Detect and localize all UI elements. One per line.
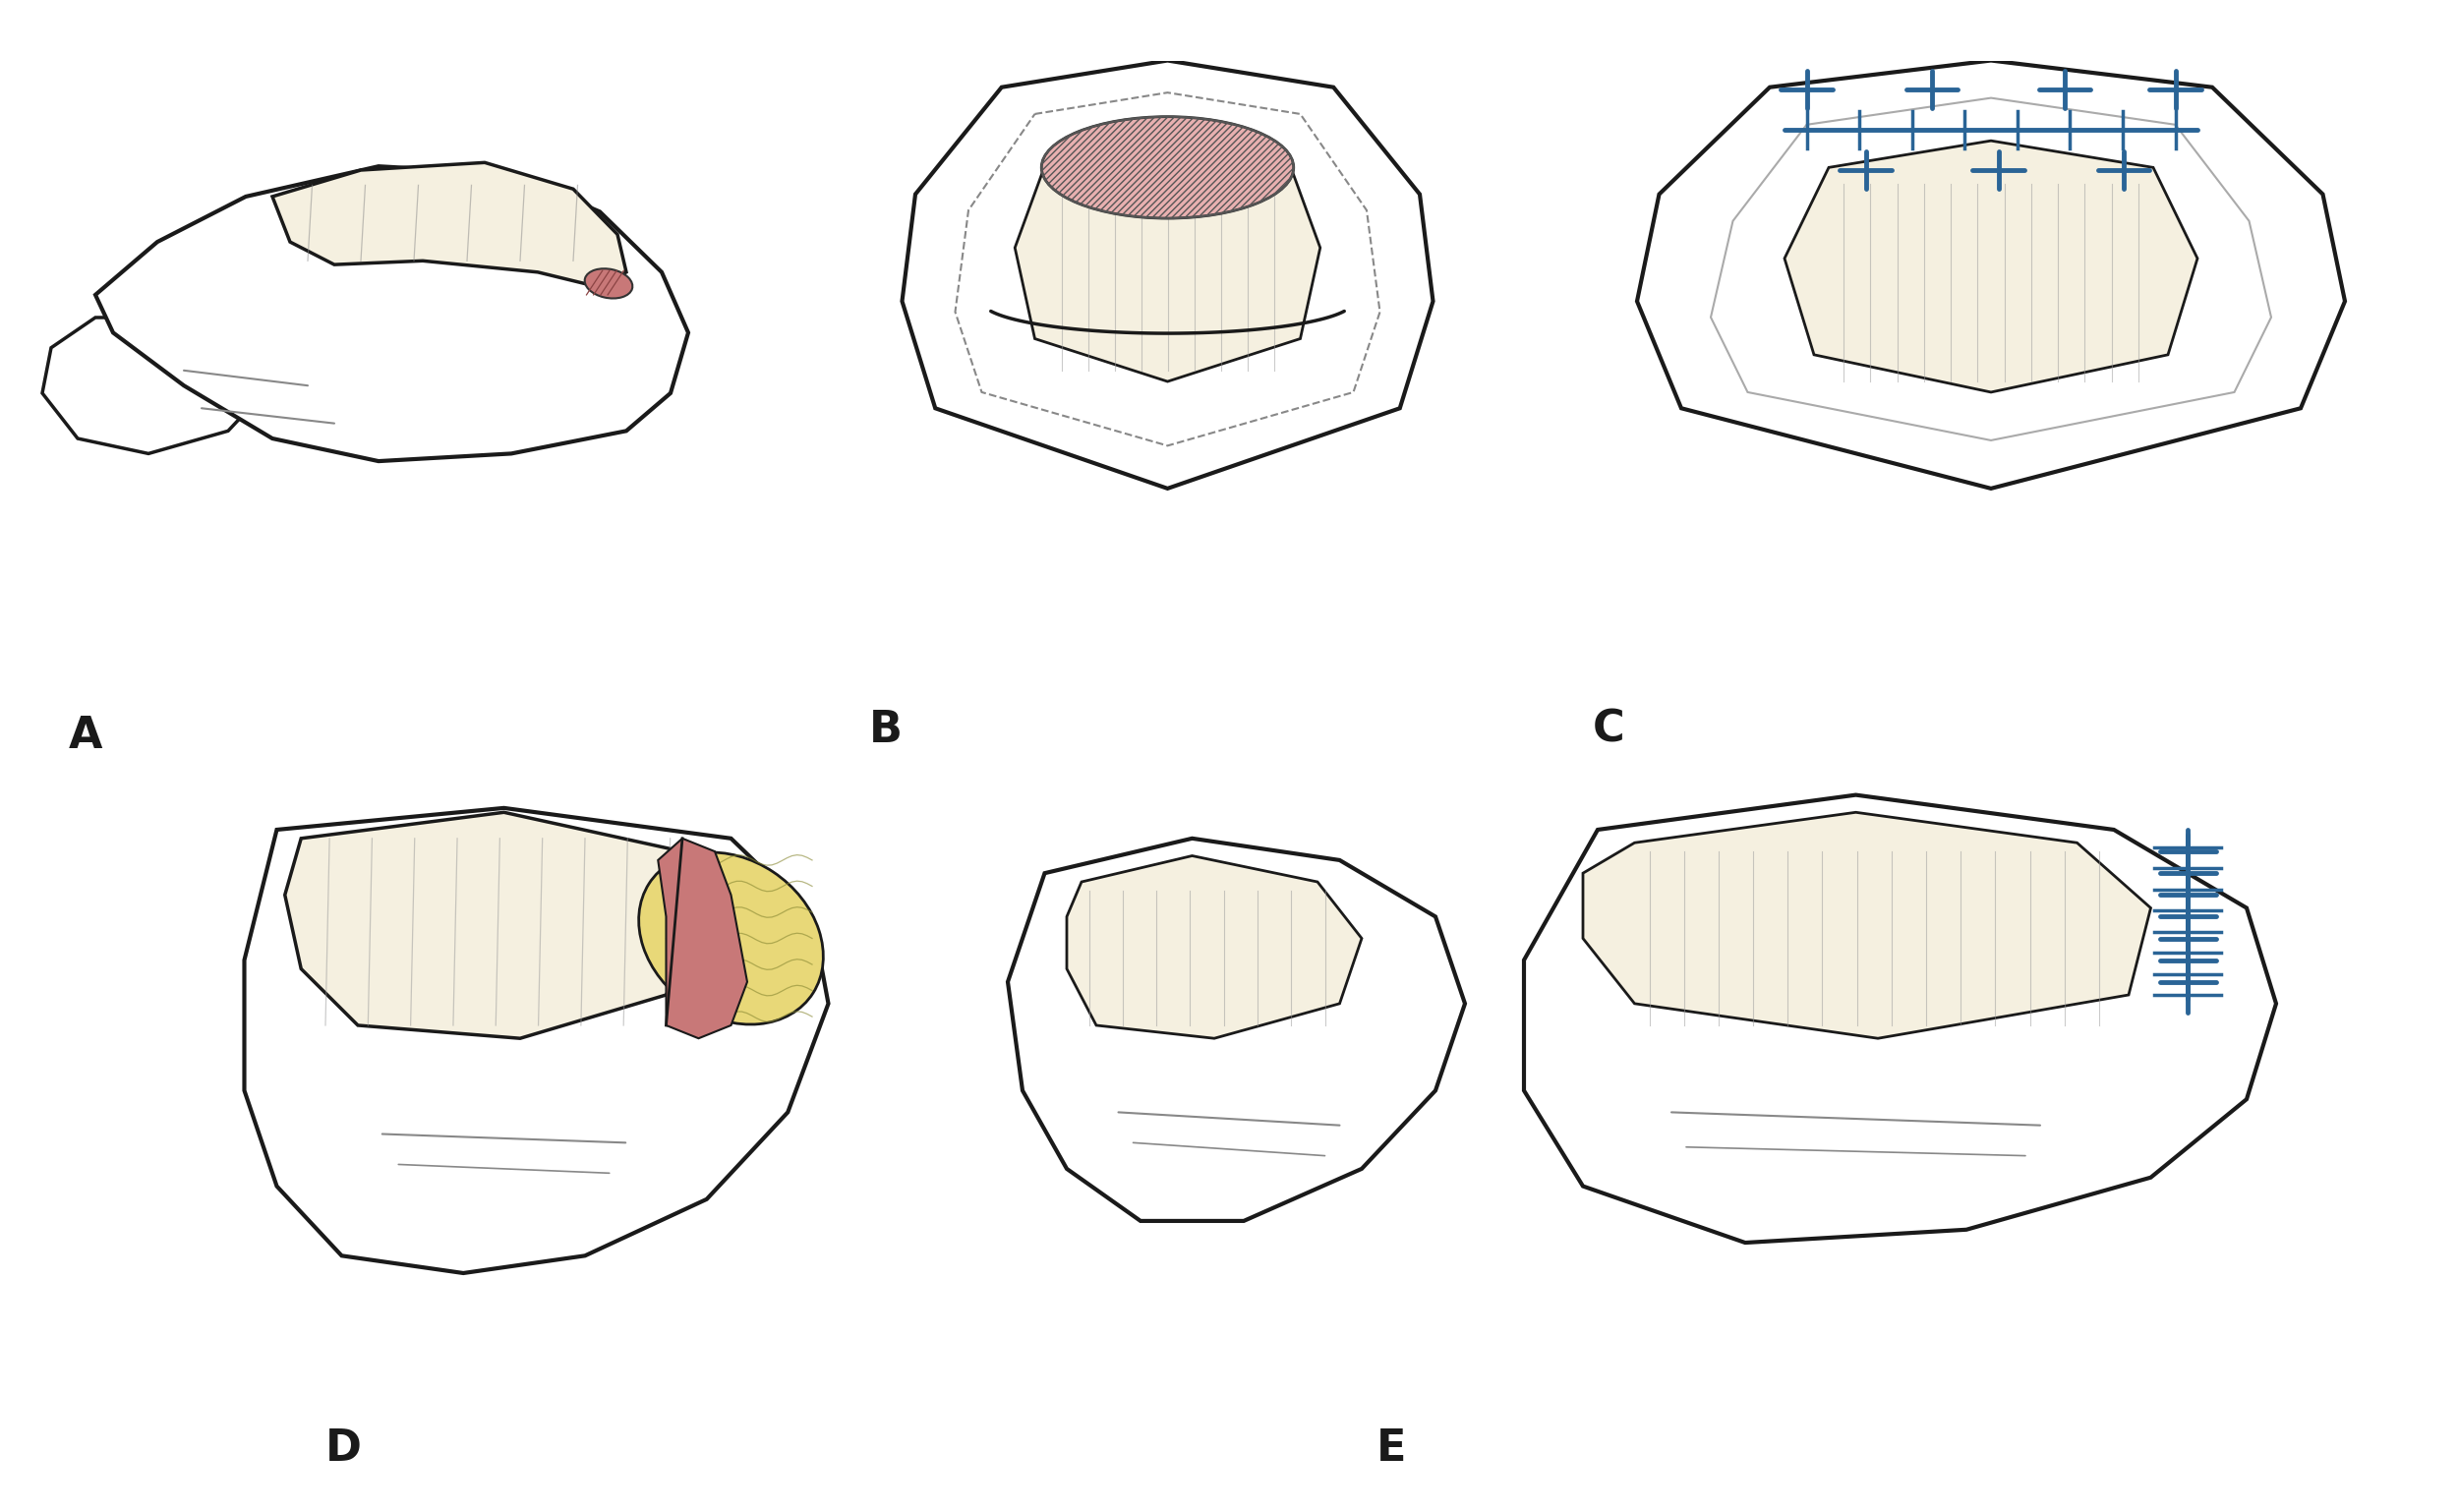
Polygon shape — [1637, 60, 2345, 488]
Polygon shape — [42, 318, 263, 454]
Text: A: A — [69, 715, 103, 758]
Polygon shape — [1015, 136, 1320, 381]
Polygon shape — [1711, 98, 2271, 440]
Ellipse shape — [1042, 116, 1293, 218]
Polygon shape — [1785, 141, 2197, 392]
Polygon shape — [659, 838, 747, 1039]
Ellipse shape — [585, 269, 632, 298]
Polygon shape — [1524, 795, 2276, 1243]
Text: C: C — [1593, 709, 1625, 751]
Polygon shape — [902, 60, 1433, 488]
Text: D: D — [324, 1427, 361, 1470]
Text: E: E — [1376, 1427, 1406, 1470]
Polygon shape — [1067, 856, 1362, 1039]
Polygon shape — [96, 166, 688, 461]
Polygon shape — [956, 92, 1379, 446]
Polygon shape — [243, 807, 828, 1273]
Ellipse shape — [639, 853, 823, 1025]
Text: B: B — [870, 709, 902, 751]
Polygon shape — [1583, 812, 2151, 1039]
Polygon shape — [285, 812, 708, 1039]
Polygon shape — [1008, 838, 1465, 1222]
Polygon shape — [273, 163, 627, 287]
